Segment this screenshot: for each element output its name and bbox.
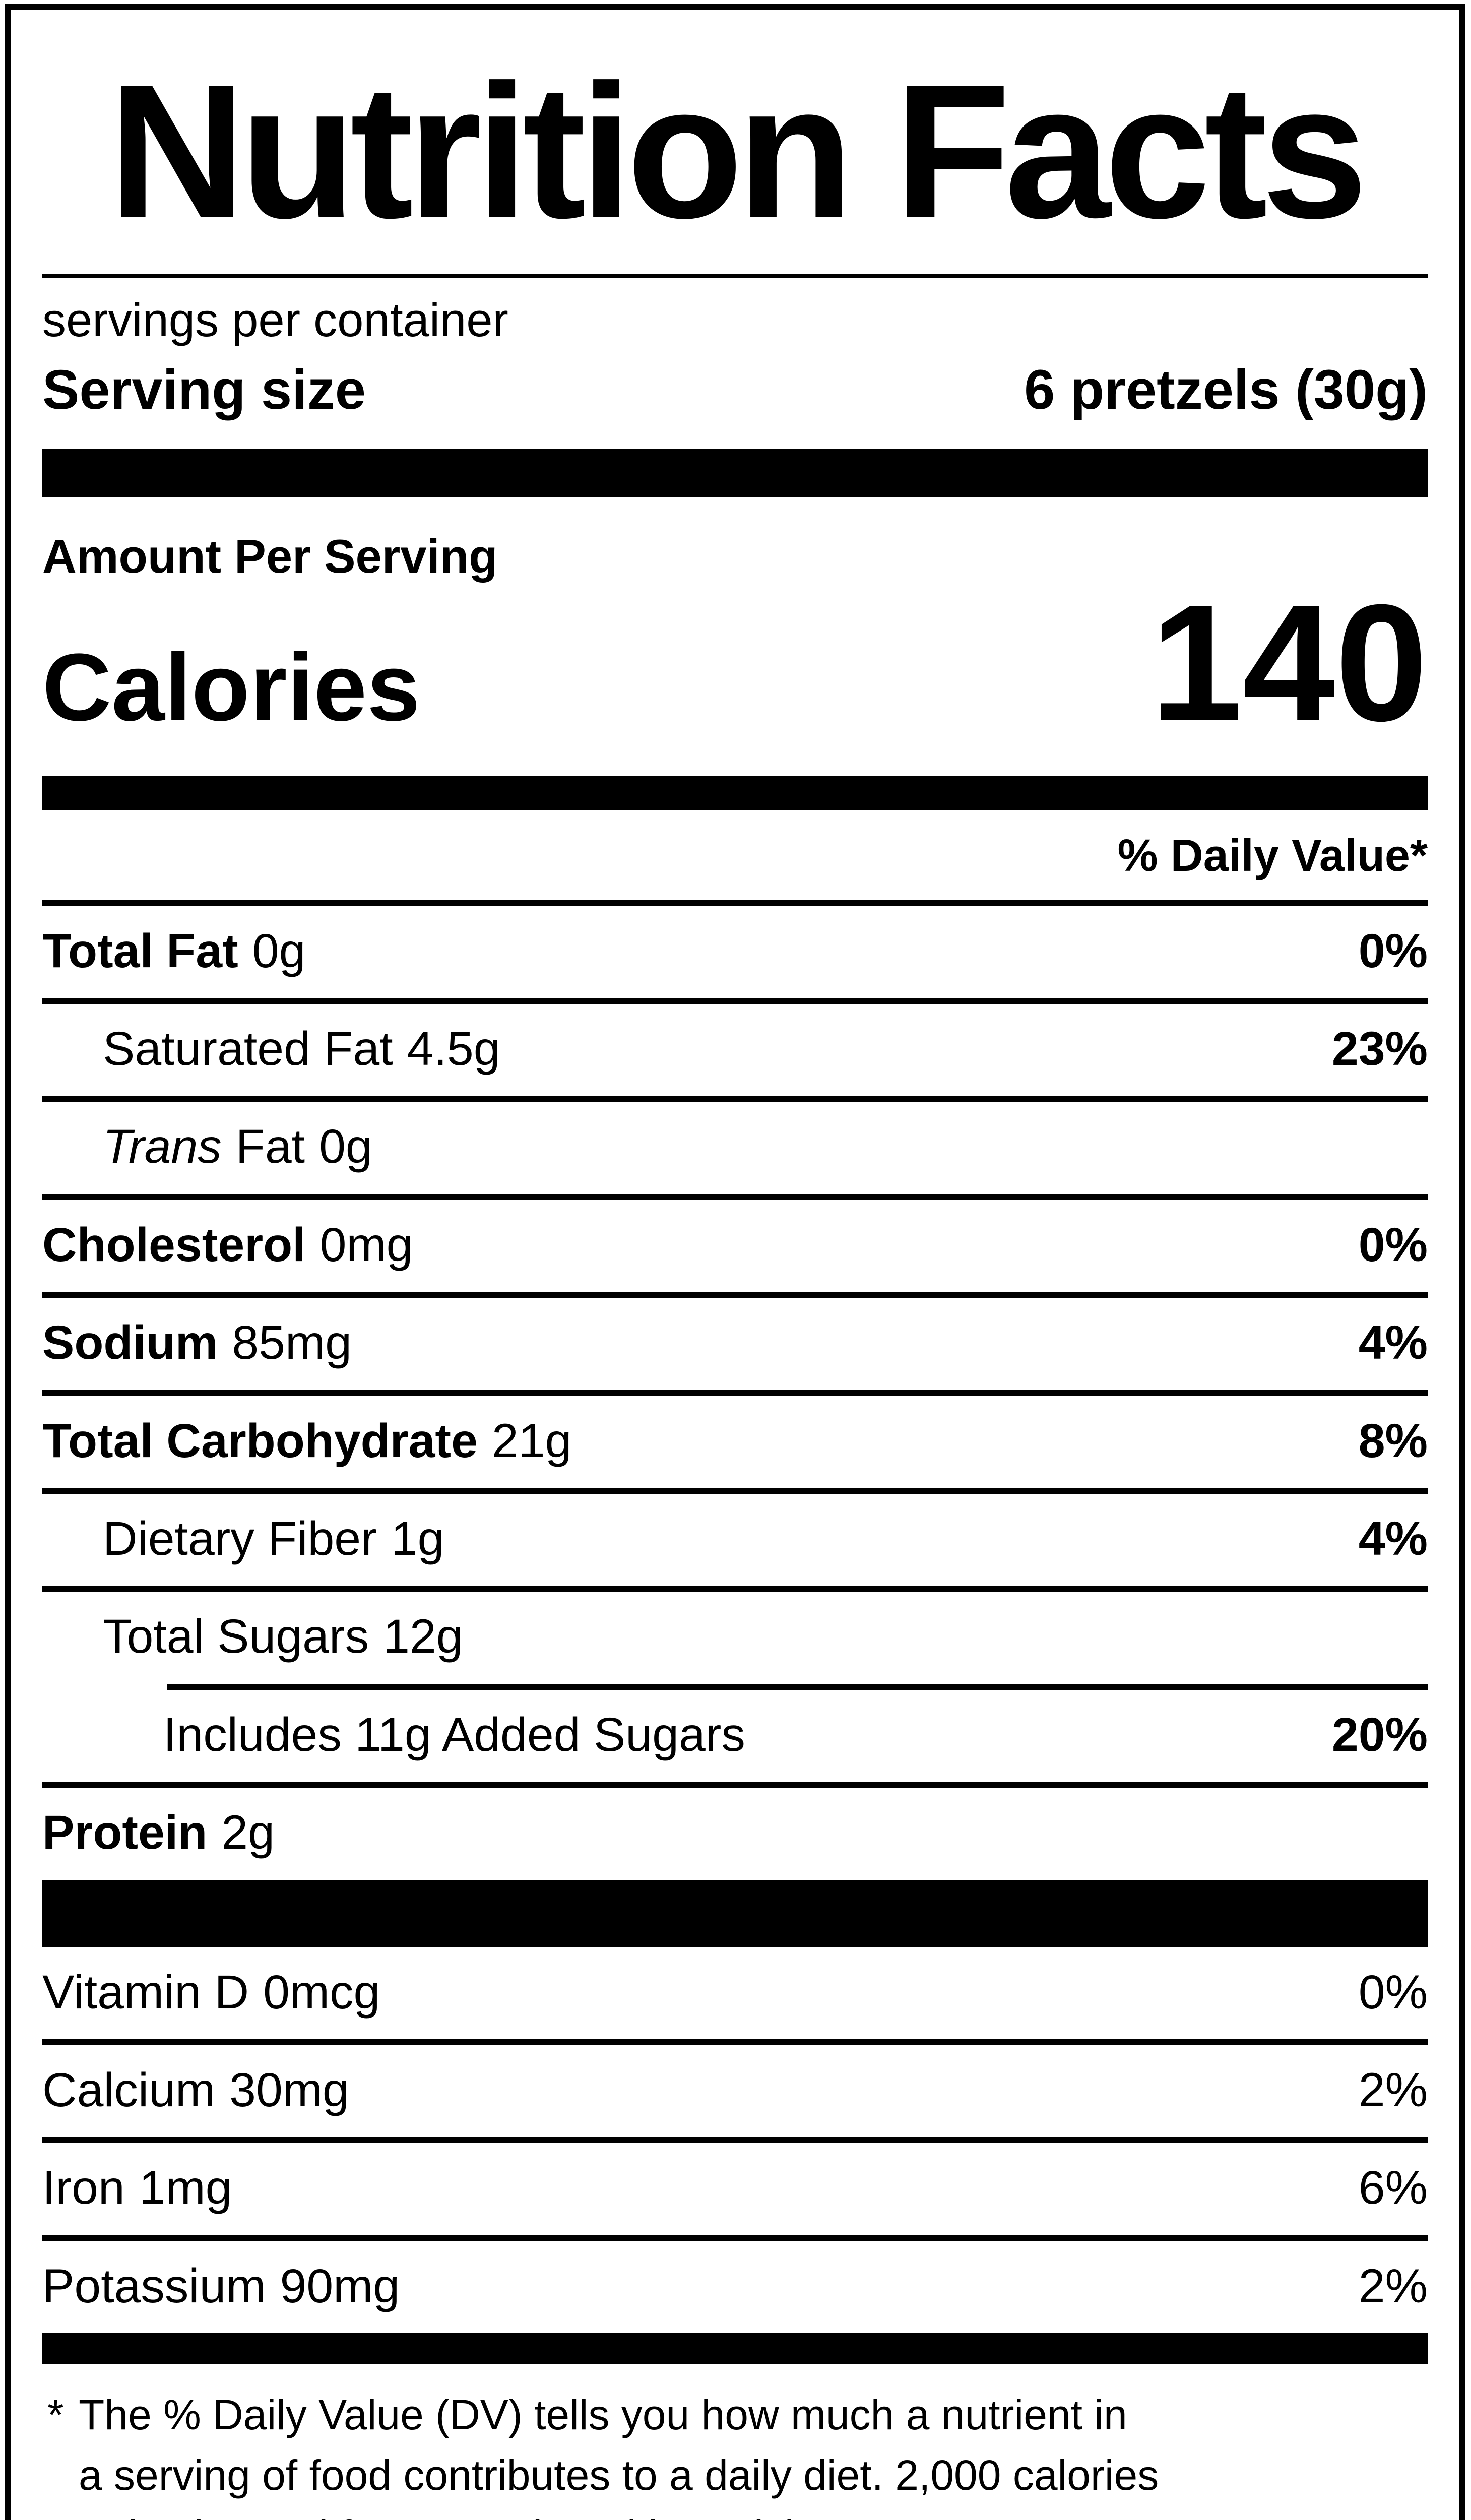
nutrient-name: Fat: [235, 1120, 305, 1174]
nutrient-row-protein: Protein 2g: [42, 1782, 1428, 1879]
amount-per-serving-label: Amount Per Serving: [42, 529, 498, 583]
nutrient-amount: 4.5g: [407, 1022, 500, 1076]
nutrient-amount: 2g: [221, 1806, 275, 1860]
footnote-asterisk: *: [47, 2391, 64, 2439]
serving-size-value: 6 pretzels (30g): [1024, 359, 1428, 421]
nutrient-name: Cholesterol: [42, 1218, 306, 1272]
nutrient-name: Iron: [42, 2161, 125, 2215]
nutrient-name: Includes 11g Added Sugars: [163, 1708, 745, 1761]
nutrient-row-potassium: Potassium 90mg 2%: [42, 2235, 1428, 2333]
daily-value-percent: 23%: [1331, 1022, 1428, 1076]
daily-value-percent: 4%: [1358, 1316, 1428, 1370]
nutrient-amount: 0g: [252, 924, 306, 978]
nutrient-amount: 1mg: [139, 2161, 232, 2215]
nutrient-row-dietary-fiber: Dietary Fiber 1g 4%: [42, 1488, 1428, 1586]
nutrient-name: Vitamin D: [42, 1965, 249, 2019]
nutrient-amount: 30mg: [229, 2063, 349, 2117]
nutrient-amount: 0g: [319, 1120, 372, 1174]
nutrient-amount: 0mg: [319, 1218, 413, 1272]
separator-bar-medium: [42, 776, 1428, 810]
nutrient-row-added-sugars: Includes 11g Added Sugars 20%: [42, 1683, 1428, 1782]
daily-value-percent: 0%: [1358, 1965, 1428, 2019]
nutrient-row-total-fat: Total Fat 0g 0%: [42, 906, 1428, 998]
nutrient-row-total-carbohydrate: Total Carbohydrate 21g 8%: [42, 1390, 1428, 1488]
separator-bar-medium: [42, 2333, 1428, 2365]
separator-bar-thick: [42, 1879, 1428, 1947]
daily-value-percent: 0%: [1358, 1218, 1428, 1272]
nutrient-name: Total Sugars: [103, 1610, 369, 1664]
calories-value: 140: [1150, 569, 1428, 755]
nutrient-row-iron: Iron 1mg 6%: [42, 2137, 1428, 2235]
nutrient-name: Potassium: [42, 2259, 266, 2313]
label-title: Nutrition Facts: [42, 10, 1428, 278]
footnote-line: The % Daily Value (DV) tells you how muc…: [79, 2391, 1127, 2439]
nutrient-row-total-sugars: Total Sugars 12g: [42, 1586, 1428, 1683]
nutrient-amount: 21g: [491, 1414, 572, 1468]
serving-size-row: Serving size 6 pretzels (30g): [42, 350, 1428, 449]
footnote-line: a day is used for general nutrition advi…: [79, 2505, 1159, 2520]
daily-value-percent: 2%: [1358, 2259, 1428, 2313]
nutrient-amount: 0mcg: [263, 1965, 380, 2019]
daily-value-percent: 4%: [1358, 1512, 1428, 1566]
daily-value-header: % Daily Value*: [42, 810, 1428, 906]
nutrient-row-trans-fat: Trans Fat 0g: [42, 1096, 1428, 1193]
servings-per-container: servings per container: [42, 293, 508, 346]
calories-row: Calories 140: [42, 569, 1428, 776]
nutrient-row-saturated-fat: Saturated Fat 4.5g 23%: [42, 998, 1428, 1096]
nutrient-row-cholesterol: Cholesterol 0mg 0%: [42, 1193, 1428, 1292]
daily-value-footnote: * The % Daily Value (DV) tells you how m…: [42, 2364, 1428, 2520]
serving-size-label: Serving size: [42, 359, 366, 421]
nutrient-name: Protein: [42, 1806, 208, 1860]
nutrient-amount: 90mg: [280, 2259, 400, 2313]
nutrient-name-italic: Trans: [103, 1120, 222, 1174]
nutrient-name: Sodium: [42, 1316, 218, 1370]
daily-value-percent: 6%: [1358, 2161, 1428, 2215]
nutrient-name: Calcium: [42, 2063, 216, 2117]
calories-label: Calories: [42, 634, 420, 741]
nutrient-amount: 1g: [391, 1512, 444, 1566]
nutrient-amount: 85mg: [232, 1316, 352, 1370]
nutrient-row-sodium: Sodium 85mg 4%: [42, 1292, 1428, 1390]
nutrient-row-vitamin-d: Vitamin D 0mcg 0%: [42, 1947, 1428, 2039]
nutrient-name: Saturated Fat: [103, 1022, 393, 1076]
separator-bar-thick: [42, 448, 1428, 497]
nutrient-name: Dietary Fiber: [103, 1512, 377, 1566]
daily-value-percent: 2%: [1358, 2063, 1428, 2117]
daily-value-percent: 20%: [1331, 1708, 1428, 1761]
nutrient-name: Total Fat: [42, 924, 238, 978]
nutrition-facts-label: Nutrition Facts servings per container S…: [5, 4, 1465, 2520]
nutrient-name: Total Carbohydrate: [42, 1414, 478, 1468]
daily-value-percent: 8%: [1358, 1414, 1428, 1468]
footnote-line: a serving of food contributes to a daily…: [79, 2451, 1159, 2499]
nutrient-row-calcium: Calcium 30mg 2%: [42, 2039, 1428, 2137]
daily-value-percent: 0%: [1358, 924, 1428, 978]
footnote-text: The % Daily Value (DV) tells you how muc…: [79, 2384, 1159, 2520]
nutrient-amount: 12g: [383, 1610, 463, 1664]
